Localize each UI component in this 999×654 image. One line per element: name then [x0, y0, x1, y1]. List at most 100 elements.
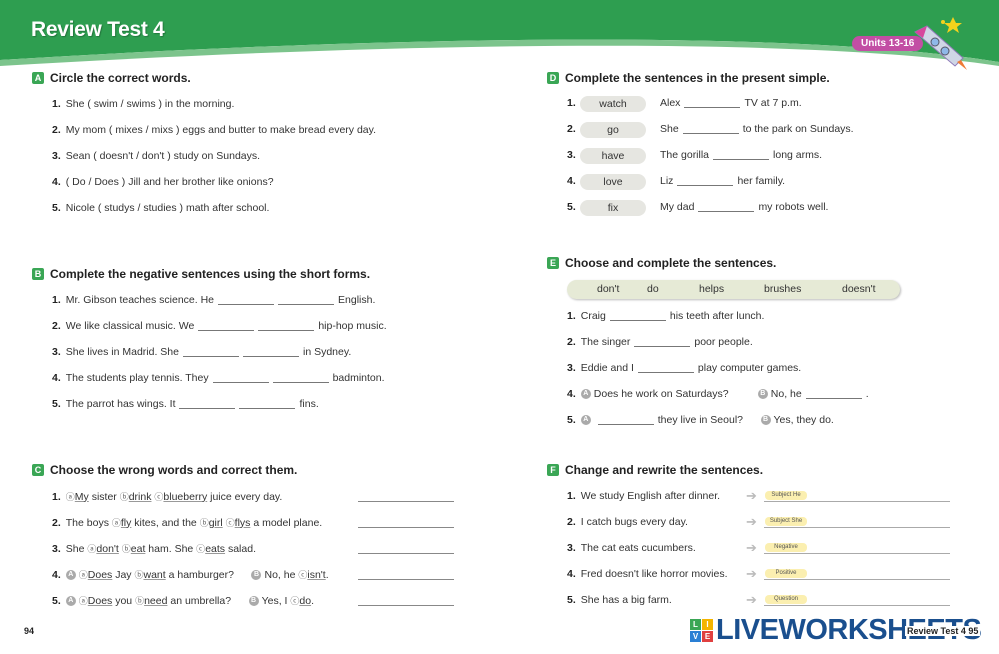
item-text: Yes, they do.	[773, 414, 834, 426]
answer-blank[interactable]	[198, 321, 255, 331]
answer-blank[interactable]	[637, 363, 694, 373]
speaker-b-icon: B	[251, 569, 262, 580]
answer-blank[interactable]	[682, 124, 739, 134]
item-text: you	[112, 594, 136, 607]
option-word[interactable]: blueberry	[163, 490, 208, 503]
item-number: 3.	[52, 542, 61, 555]
word-bank-word[interactable]: doesn't	[842, 283, 876, 295]
option-word[interactable]: girl	[208, 516, 223, 529]
hint-label: Subject She	[765, 517, 807, 526]
hint-label: Negative	[765, 543, 807, 552]
answer-blank[interactable]	[278, 295, 335, 305]
answer-line[interactable]	[358, 579, 454, 580]
answer-line[interactable]	[764, 527, 950, 528]
item-number: 1.	[567, 97, 576, 109]
word-bank-word[interactable]: helps	[699, 283, 725, 295]
list-item: 2. I catch bugs every day.	[567, 516, 688, 528]
word-bank-word[interactable]: do	[647, 283, 659, 295]
item-text: Craig	[580, 310, 606, 322]
item-text: her family.	[737, 175, 786, 187]
answer-line[interactable]	[764, 553, 950, 554]
verb-pill: fix	[580, 200, 646, 216]
item-number: 4.	[567, 175, 576, 187]
item-number: 1.	[52, 490, 61, 503]
option-word[interactable]: isn't	[307, 568, 326, 581]
item-text[interactable]: Nicole ( studys / studies ) math after s…	[65, 202, 270, 214]
option-word[interactable]: eats	[205, 542, 226, 555]
item-text: a hamburger?	[165, 568, 252, 581]
option-word[interactable]: Does	[87, 594, 113, 607]
answer-line[interactable]	[358, 605, 454, 606]
option-word[interactable]: drink	[128, 490, 152, 503]
item-text: I catch bugs every day.	[580, 516, 688, 528]
section-letter-badge: E	[547, 257, 559, 269]
answer-line[interactable]	[358, 553, 454, 554]
option-marker: ⓒ	[225, 518, 235, 528]
item-text: The gorilla	[660, 149, 710, 161]
option-word[interactable]: fly	[120, 516, 132, 529]
answer-blank[interactable]	[684, 98, 741, 108]
answer-line[interactable]	[358, 527, 454, 528]
answer-blank[interactable]	[677, 176, 734, 186]
word-bank-word[interactable]: brushes	[764, 283, 802, 295]
sentence: Alex TV at 7 p.m.	[660, 97, 802, 109]
answer-blank[interactable]	[805, 389, 862, 399]
answer-blank[interactable]	[609, 311, 666, 321]
option-word[interactable]: My	[74, 490, 89, 503]
answer-blank[interactable]	[212, 373, 269, 383]
option-word[interactable]: flys	[234, 516, 251, 529]
item-text: an umbrella?	[167, 594, 249, 607]
option-word[interactable]: Does	[87, 568, 113, 581]
answer-line[interactable]	[764, 605, 950, 606]
answer-blank[interactable]	[698, 202, 755, 212]
answer-blank[interactable]	[597, 415, 654, 425]
item-text[interactable]: Sean ( doesn't / don't ) study on Sunday…	[65, 150, 261, 162]
sentence: My dad my robots well.	[660, 201, 828, 213]
answer-blank[interactable]	[218, 295, 275, 305]
answer-blank[interactable]	[634, 337, 691, 347]
option-marker: ⓐ	[78, 596, 88, 606]
arrow-right-icon: ➔	[746, 566, 757, 581]
answer-blank[interactable]	[183, 347, 239, 357]
item-number: 1.	[567, 490, 576, 502]
section-letter-badge: D	[547, 72, 559, 84]
verb-pill: watch	[580, 96, 646, 112]
item-text[interactable]: She ( swim / swims ) in the morning.	[65, 98, 235, 110]
speaker-a-icon: A	[65, 569, 76, 580]
option-word[interactable]: want	[143, 568, 166, 581]
item-text: My dad	[660, 201, 695, 213]
answer-blank[interactable]	[179, 399, 236, 409]
item-text: The parrot has wings. It	[65, 398, 176, 410]
item-text[interactable]: My mom ( mixes / mixs ) eggs and butter …	[65, 124, 377, 136]
section-letter-badge: A	[32, 72, 44, 84]
answer-line[interactable]	[764, 501, 950, 502]
answer-blank[interactable]	[272, 373, 329, 383]
answer-blank[interactable]	[243, 347, 299, 357]
item-text: English.	[338, 294, 376, 306]
answer-line[interactable]	[358, 501, 454, 502]
option-word[interactable]: do	[299, 594, 312, 607]
option-word[interactable]: need	[144, 594, 168, 607]
option-marker: ⓒ	[298, 570, 308, 580]
item-text[interactable]: ( Do / Does ) Jill and her brother like …	[65, 176, 274, 188]
list-item: 3. She lives in Madrid. She in Sydney.	[52, 346, 351, 358]
list-item: 2. The boys ⓐ fly kites, and the ⓑ girl ⓒ fl…	[52, 516, 322, 529]
option-marker: ⓑ	[134, 570, 144, 580]
item-text: ham. She	[145, 542, 197, 555]
item-number: 2.	[567, 123, 576, 135]
answer-blank[interactable]	[713, 150, 770, 160]
option-marker: ⓑ	[121, 544, 131, 554]
item-number: 5.	[567, 414, 576, 426]
answer-line[interactable]	[764, 579, 950, 580]
list-item: 3.	[567, 149, 581, 161]
option-word[interactable]: eat	[130, 542, 146, 555]
list-item: 4.	[567, 175, 581, 187]
list-item: 4. The students play tennis. They badminto…	[52, 372, 385, 384]
verb-pill: love	[580, 174, 646, 190]
answer-blank[interactable]	[258, 321, 315, 331]
option-word[interactable]: don't	[96, 542, 119, 555]
answer-blank[interactable]	[239, 399, 296, 409]
word-bank-word[interactable]: don't	[597, 283, 620, 295]
speaker-a-icon: A	[580, 415, 591, 425]
page-number-right: Review Test 4 95	[905, 626, 981, 636]
